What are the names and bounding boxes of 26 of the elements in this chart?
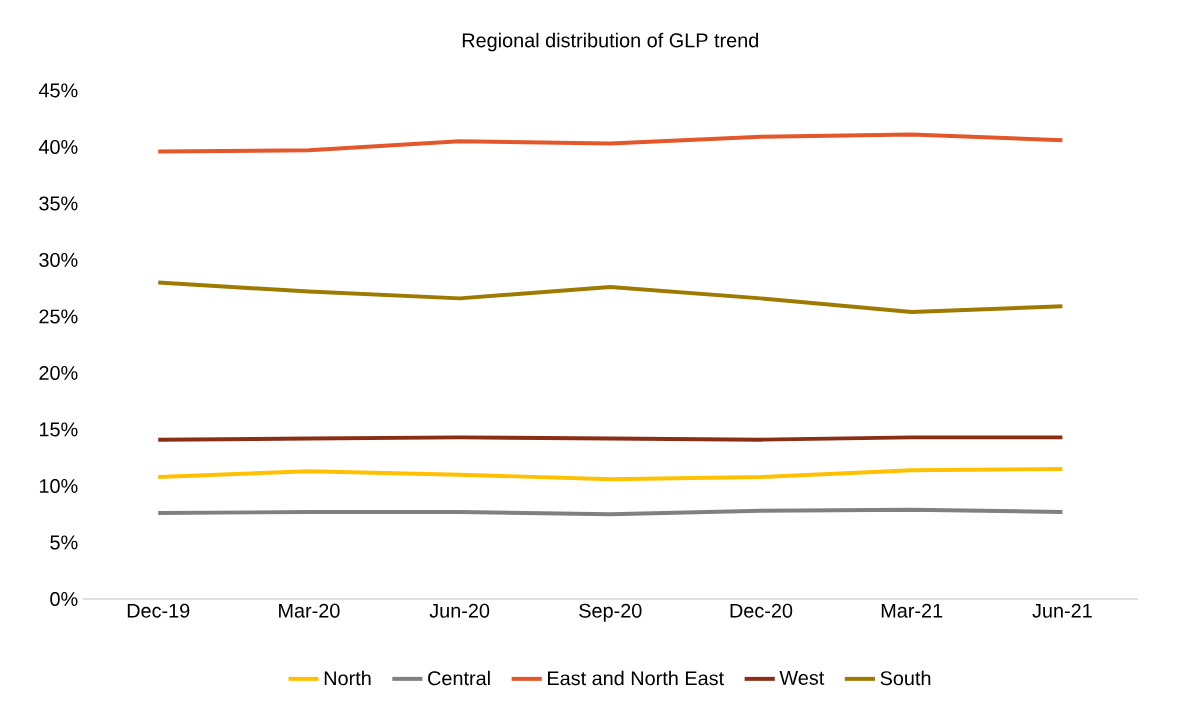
legend-label: Central bbox=[428, 670, 490, 686]
y-tick-label: 25% bbox=[39, 309, 78, 324]
y-tick-label: 10% bbox=[39, 478, 78, 494]
legend-label: North bbox=[324, 670, 371, 686]
y-tick-label: 0% bbox=[50, 591, 78, 607]
y-tick-label: 45% bbox=[38, 83, 78, 98]
x-tick-label: Jun-20 bbox=[429, 603, 490, 618]
x-tick-label: Mar-21 bbox=[881, 603, 943, 618]
x-tick-label: Dec-20 bbox=[730, 603, 793, 618]
chart-title: Regional distribution of GLP trend bbox=[462, 32, 759, 52]
y-tick-label: 5% bbox=[50, 535, 78, 550]
y-tick-label: 30% bbox=[39, 252, 78, 267]
legend-label: West bbox=[779, 671, 825, 685]
line-series bbox=[156, 132, 1065, 154]
y-tick-label: 40% bbox=[38, 139, 78, 154]
x-tick-label: Jun-21 bbox=[1032, 603, 1092, 618]
line-series bbox=[156, 280, 1065, 314]
y-tick-label: 20% bbox=[39, 365, 78, 380]
x-tick-label: Sep-20 bbox=[579, 603, 642, 622]
x-tick-label: Dec-19 bbox=[127, 603, 190, 618]
line-series bbox=[156, 467, 1065, 482]
x-tick-label: Mar-20 bbox=[279, 603, 340, 618]
y-tick-label: 35% bbox=[39, 196, 78, 211]
legend-label: East and North East bbox=[548, 670, 724, 686]
legend-label: South bbox=[880, 670, 931, 686]
y-tick-label: 15% bbox=[39, 422, 78, 437]
